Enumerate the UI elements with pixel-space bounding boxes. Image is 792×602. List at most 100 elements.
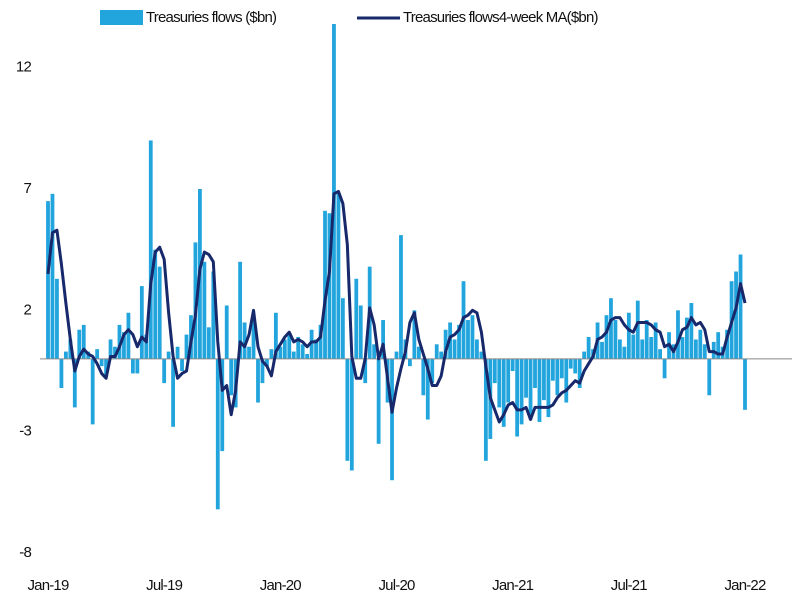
bar: [434, 344, 439, 359]
bar: [725, 329, 730, 359]
bar: [180, 358, 184, 371]
bar: [573, 358, 578, 374]
bar: [470, 315, 475, 359]
bar: [617, 339, 622, 359]
bar: [260, 358, 265, 384]
bar: [215, 358, 220, 510]
bar: [220, 358, 225, 452]
bar: [743, 358, 747, 410]
bar: [492, 358, 497, 384]
bar: [528, 358, 533, 420]
x-tick-label: Jan-20: [260, 577, 302, 594]
bar: [430, 358, 435, 384]
bar: [416, 346, 421, 359]
bar: [600, 341, 604, 359]
bar: [340, 298, 345, 359]
bar: [452, 339, 457, 359]
bar: [166, 351, 171, 359]
bar: [77, 329, 82, 359]
bar: [622, 346, 627, 359]
x-tick-label: Jul-21: [611, 577, 648, 594]
bar: [693, 339, 698, 359]
bar: [122, 332, 126, 359]
bar: [537, 358, 542, 422]
bar: [229, 358, 234, 396]
bar: [582, 351, 587, 359]
bar: [363, 358, 368, 384]
bar: [358, 305, 363, 359]
bar: [144, 334, 149, 359]
bar: [394, 351, 399, 359]
y-tick-label: -8: [19, 544, 31, 561]
bar: [466, 320, 470, 359]
bar: [171, 358, 176, 427]
bar: [564, 358, 569, 403]
bar: [117, 324, 122, 359]
bar: [586, 337, 591, 359]
bar: [314, 339, 318, 359]
bar: [269, 349, 274, 359]
bar: [640, 339, 645, 359]
bar: [108, 339, 113, 359]
bar: [631, 334, 636, 359]
bar: [135, 358, 140, 374]
bar: [90, 358, 95, 425]
bar: [680, 337, 685, 359]
bar: [305, 354, 310, 359]
bar: [425, 358, 430, 420]
bar: [542, 358, 546, 401]
bar: [256, 358, 260, 403]
bar: [139, 286, 144, 359]
bar: [202, 261, 207, 359]
bar: [336, 193, 341, 359]
bar: [300, 344, 305, 359]
bar: [483, 358, 488, 461]
bar: [327, 213, 332, 359]
bar: [510, 358, 515, 371]
bar: [332, 23, 336, 359]
bar: [50, 193, 55, 359]
bar: [662, 358, 667, 379]
legend-label: Treasuries flows4-week MA($bn): [403, 9, 598, 26]
bar: [644, 320, 649, 359]
bar: [519, 358, 524, 425]
bar: [381, 320, 385, 359]
bar: [211, 271, 216, 359]
bar: [626, 312, 631, 359]
bar: [439, 351, 444, 359]
bar: [457, 324, 461, 359]
legend-label: Treasuries flows ($bn): [146, 9, 277, 26]
bar: [318, 324, 323, 359]
bar: [162, 358, 167, 384]
bar: [291, 351, 296, 359]
bar: [524, 358, 528, 398]
bar: [497, 358, 502, 408]
x-tick-label: Jan-22: [724, 577, 766, 594]
bar: [238, 261, 243, 359]
bar: [63, 351, 68, 359]
bar: [555, 358, 560, 396]
bar: [443, 329, 448, 359]
bar: [242, 322, 247, 359]
bar: [95, 349, 100, 359]
bar: [412, 310, 417, 359]
bar: [698, 329, 703, 359]
bar: [72, 358, 77, 408]
bar: [515, 358, 520, 437]
bar: [390, 358, 394, 481]
bar: [59, 358, 64, 388]
bar: [546, 358, 551, 418]
bar: [613, 320, 618, 359]
bar: [577, 358, 582, 388]
bar: [685, 317, 689, 359]
bar: [635, 300, 640, 359]
bar: [399, 235, 403, 359]
ma-line: [46, 189, 747, 424]
bar: [278, 346, 283, 359]
bar: [99, 358, 104, 367]
bar: [738, 254, 743, 359]
bar: [475, 339, 479, 359]
bar: [421, 358, 426, 396]
bar: [354, 278, 359, 359]
x-tick-label: Jan-21: [492, 577, 534, 594]
